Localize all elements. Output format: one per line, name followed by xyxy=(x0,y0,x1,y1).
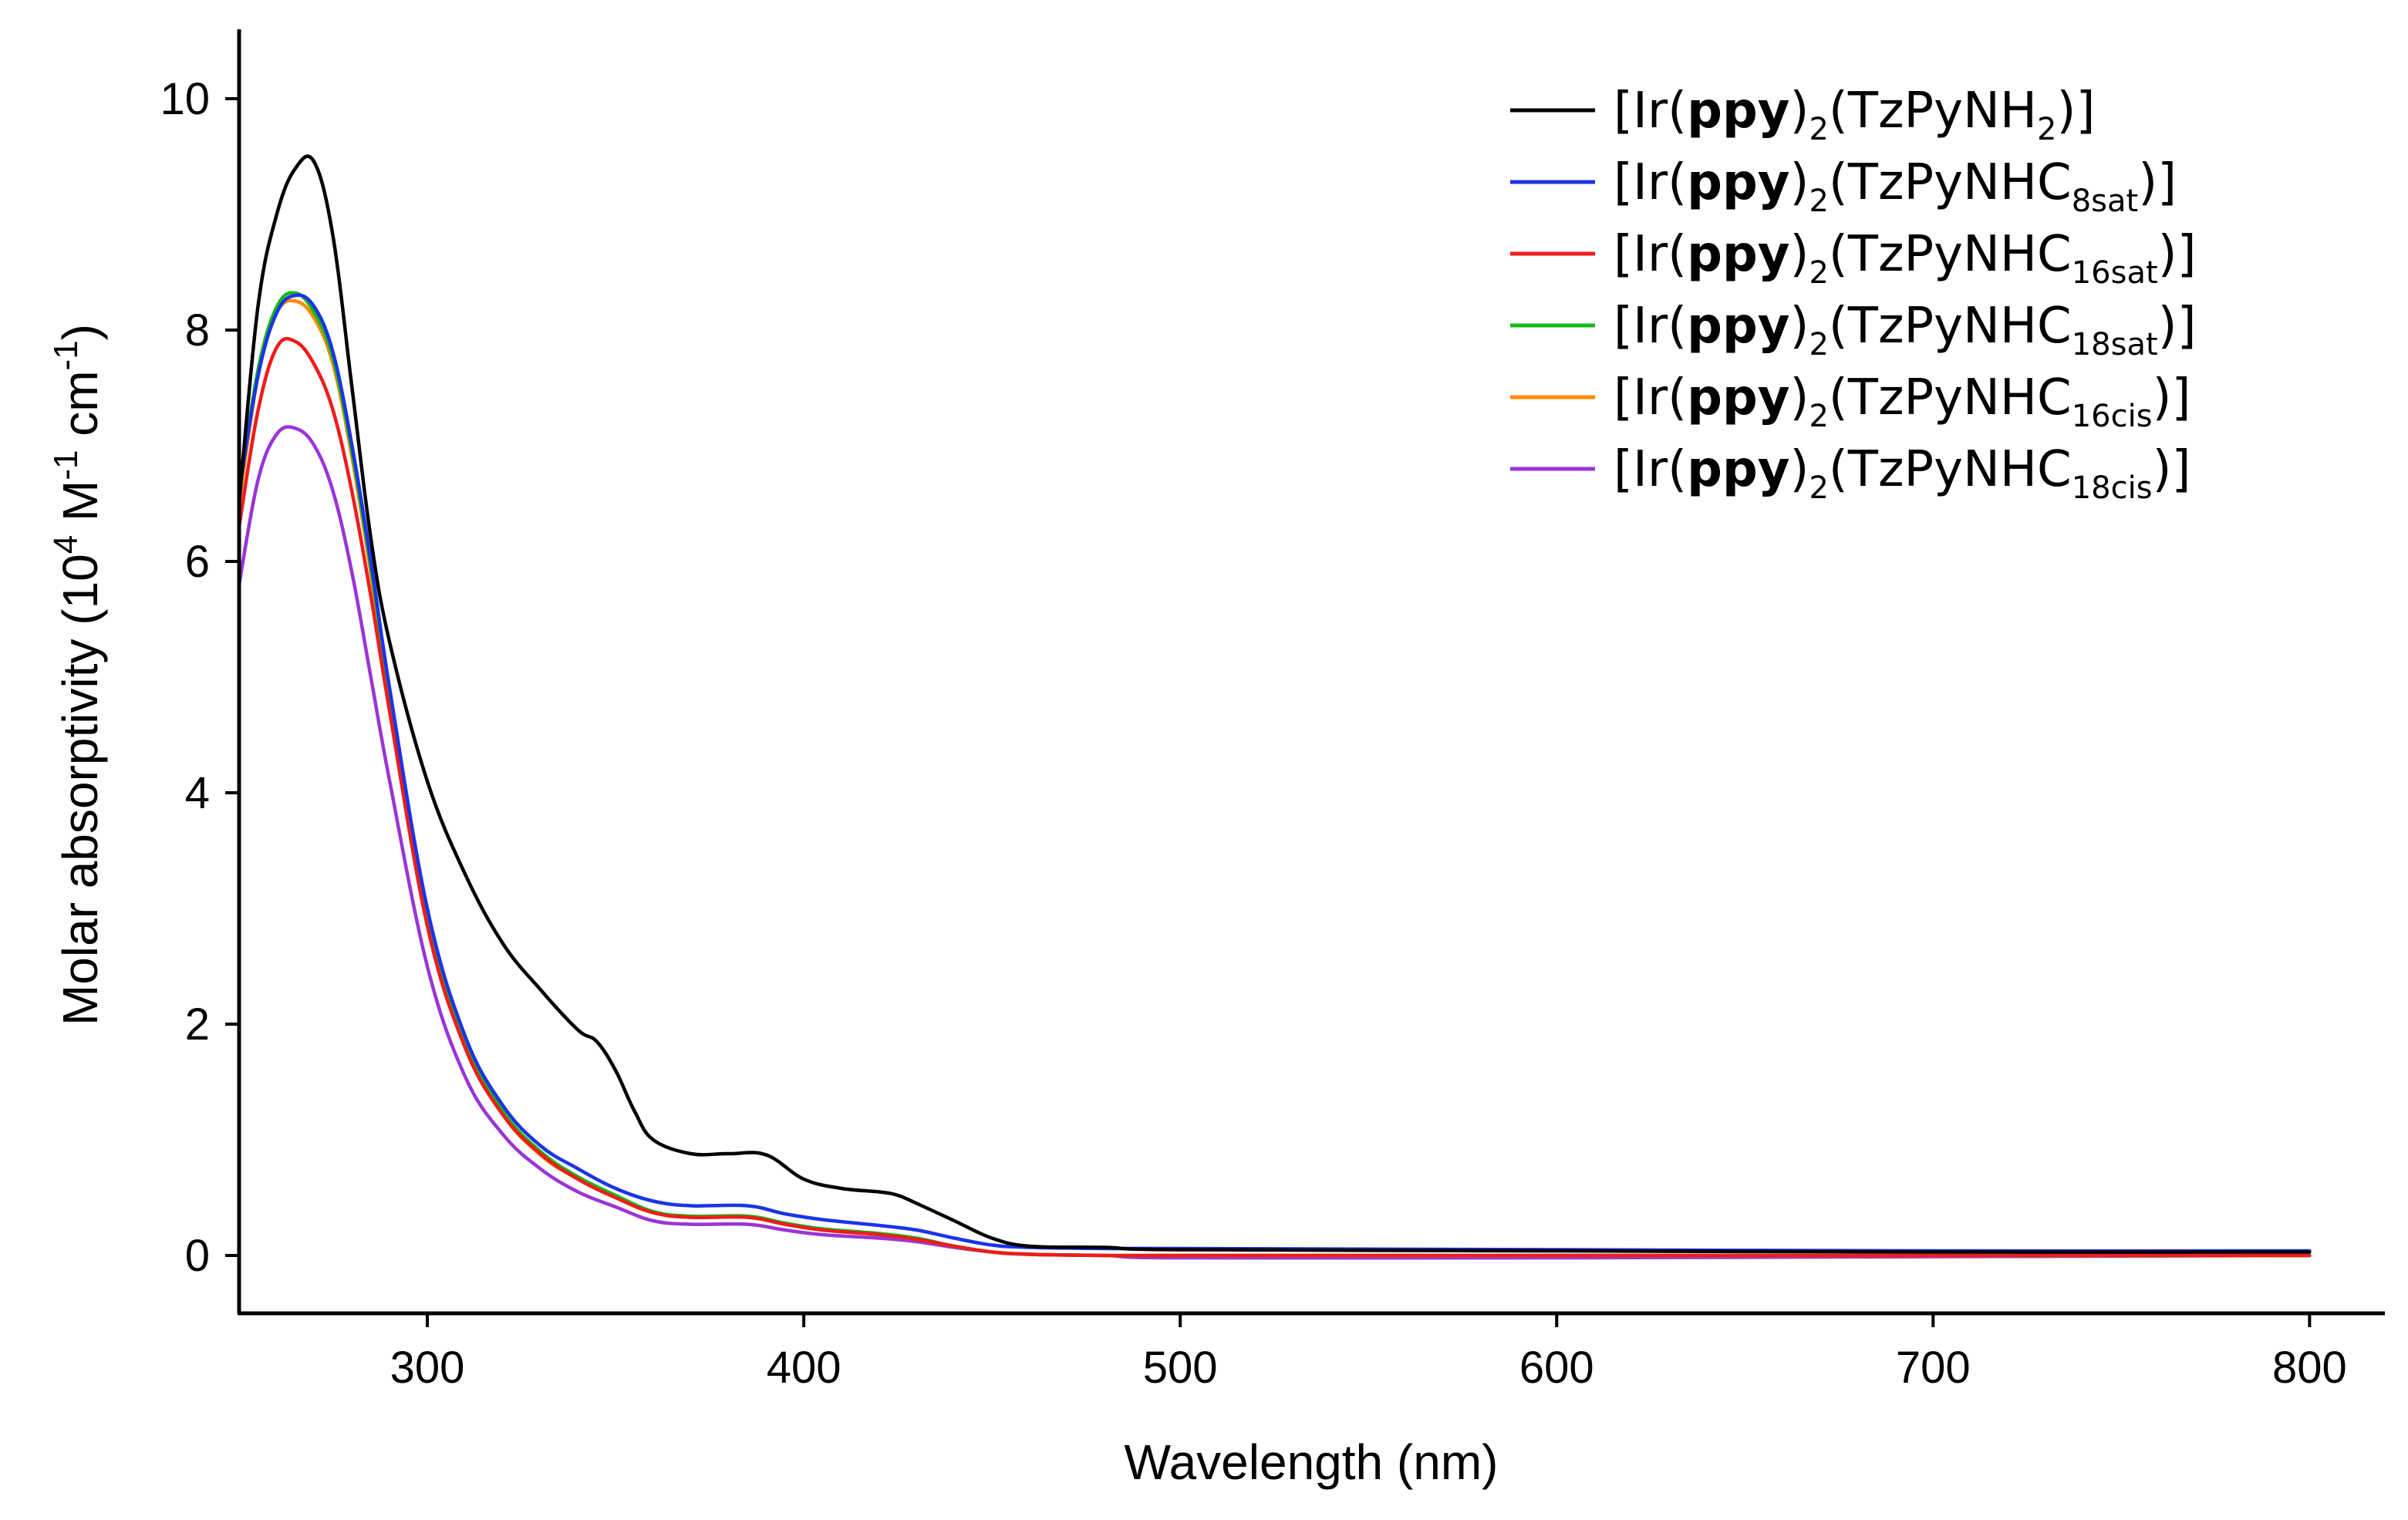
series-line-6 xyxy=(237,425,2312,1260)
x-tick-label: 800 xyxy=(2272,1343,2347,1393)
legend-label-3: [Ir(ppy)2(TzPyNHC16sat)] xyxy=(1614,226,2197,291)
series-layer xyxy=(237,154,2312,1260)
x-tick-label: 400 xyxy=(767,1343,841,1393)
legend-label-4: [Ir(ppy)2(TzPyNHC18sat)] xyxy=(1614,298,2197,362)
legend-label-1: [Ir(ppy)2(TzPyNH2)] xyxy=(1614,83,2095,147)
x-axis-title: Wavelength (nm) xyxy=(1125,1434,1499,1490)
y-tick-label: 0 xyxy=(185,1231,210,1281)
series-line-1 xyxy=(237,154,2312,1254)
y-axis-title-exp2: -1 xyxy=(47,450,85,480)
y-tick-label: 8 xyxy=(185,305,210,356)
legend-label-2: [Ir(ppy)2(TzPyNHC8sat)] xyxy=(1614,154,2177,219)
x-axis-ticks: 300 400 500 600 700 800 xyxy=(390,1313,2347,1393)
x-tick-label: 300 xyxy=(390,1343,465,1393)
y-axis-title-mid: M xyxy=(52,480,108,535)
x-tick-label: 700 xyxy=(1896,1343,1971,1393)
y-tick-label: 6 xyxy=(185,537,210,587)
y-tick-label: 10 xyxy=(160,74,210,124)
y-axis-title-exp1: 4 xyxy=(47,535,85,554)
y-axis-title: Molar absorptivity (104 M-1 cm-1) xyxy=(47,324,108,1026)
y-tick-label: 4 xyxy=(185,768,210,818)
y-axis-ticks: 0 2 4 6 8 10 xyxy=(160,74,239,1281)
y-axis-title-mid2: cm xyxy=(52,370,108,450)
x-tick-label: 500 xyxy=(1143,1343,1218,1393)
legend-label-6: [Ir(ppy)2(TzPyNHC18cis)] xyxy=(1614,441,2190,506)
y-tick-label: 2 xyxy=(185,999,210,1050)
legend-label-5: [Ir(ppy)2(TzPyNHC16cis)] xyxy=(1614,369,2190,434)
legend: [Ir(ppy)2(TzPyNH2)] [Ir(ppy)2(TzPyNHC8sat… xyxy=(1510,83,2197,506)
x-tick-label: 600 xyxy=(1519,1343,1594,1393)
y-axis-title-exp3: -1 xyxy=(47,340,85,370)
y-axis-title-main: Molar absorptivity (10 xyxy=(52,554,108,1026)
series-line-3 xyxy=(237,336,2312,1258)
y-axis-title-end: ) xyxy=(52,324,108,340)
